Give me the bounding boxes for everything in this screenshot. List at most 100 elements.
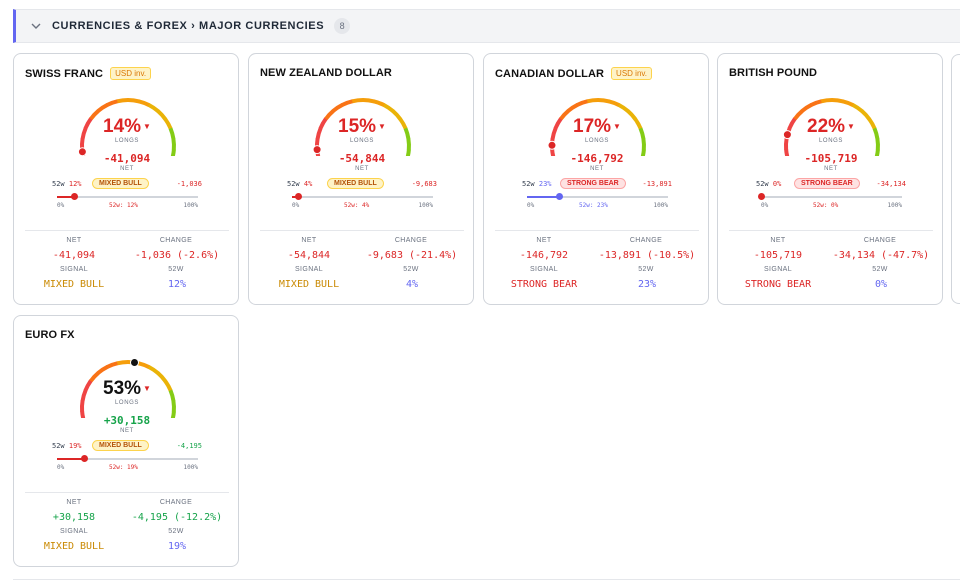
w52-track [57, 193, 198, 200]
chevron-down-icon[interactable] [30, 20, 42, 32]
stat-net-value: -105,719 [753, 250, 803, 261]
stat-net-label: NET [301, 237, 317, 244]
gauge-marker [312, 145, 322, 155]
card-divider [729, 230, 933, 231]
longs-label: LONGS [114, 138, 139, 144]
stat-signal-label: SIGNAL [529, 266, 559, 273]
stat-52w-value: 0% [874, 279, 888, 290]
stat-net-value: -41,094 [52, 250, 96, 261]
gauge-marker [782, 130, 792, 140]
stat-52w-label: 52W [168, 528, 184, 535]
stat-signal-label: SIGNAL [59, 528, 89, 535]
longs-percent: 22% ▼ [718, 116, 942, 138]
down-arrow-icon: ▼ [143, 122, 151, 132]
stat-52w-value: 12% [167, 279, 187, 290]
stat-signal-value: STRONG BEAR [744, 279, 812, 290]
w52-ticks: 0% 52w: 23% 100% [527, 202, 668, 210]
change-small: -34,134 [876, 180, 906, 188]
currency-card[interactable]: NEW ZEALAND DOLLAR 15% ▼ LONGS -54,844 NE… [248, 53, 474, 305]
stat-net-value: -54,844 [287, 250, 331, 261]
usd-inverse-badge: USD inv. [611, 67, 653, 80]
w52-ticks: 0% 52w: 12% 100% [57, 202, 198, 210]
stat-52w-label: 52W [638, 266, 654, 273]
tick-min: 0% [57, 464, 65, 471]
w52-marker [70, 193, 78, 200]
net-label: NET [824, 166, 838, 172]
change-small: -4,195 [176, 442, 202, 450]
currency-card[interactable]: EURO FX 53% ▼ LONGS +30,158 NET 52w 19% M… [13, 315, 239, 567]
w52-track [758, 193, 902, 200]
tick-min: 0% [527, 202, 535, 209]
currency-card[interactable]: CANADIAN DOLLAR USD inv. 17% ▼ LONGS -146… [483, 53, 709, 305]
stat-change-value: -34,134 (-47.7%) [832, 250, 930, 261]
longs-label: LONGS [114, 400, 139, 406]
longs-percent: 53% ▼ [14, 378, 238, 400]
range-row: 52w 12% MIXED BULL -1,036 [52, 178, 202, 190]
currency-name: NEW ZEALAND DOLLAR [260, 67, 392, 79]
w52-marker [758, 193, 765, 200]
tick-marker: 52w: 19% [109, 464, 138, 471]
card-divider [25, 230, 229, 231]
longs-percent-value: 53% [103, 378, 142, 399]
w52-marker [556, 193, 564, 200]
stat-52w-value: 19% [167, 541, 187, 552]
longs-gauge [782, 97, 880, 156]
net-value: -146,792 [570, 152, 624, 165]
w52-range-label: 52w 19% [52, 442, 82, 450]
tick-marker: 52w: 0% [813, 202, 839, 209]
stat-change-value: -1,036 (-2.6%) [134, 250, 220, 261]
stat-signal-value: MIXED BULL [43, 541, 105, 552]
stat-52w-label: 52W [168, 266, 184, 273]
tick-max: 100% [418, 202, 433, 209]
tick-marker: 52w: 23% [579, 202, 608, 209]
w52-marker [294, 193, 302, 200]
gauge-marker [77, 147, 87, 156]
signal-badge: MIXED BULL [92, 178, 149, 189]
stat-signal-value: STRONG BEAR [510, 279, 578, 290]
w52-track [57, 455, 198, 462]
net-label: NET [355, 166, 369, 172]
section-title: CURRENCIES & FOREX › MAJOR CURRENCIES [52, 20, 325, 32]
currency-name: SWISS FRANC [25, 67, 104, 80]
card-header: BRITISH POUND [729, 67, 817, 79]
stat-signal-value: MIXED BULL [278, 279, 340, 290]
w52-ticks: 0% 52w: 19% 100% [57, 464, 198, 472]
longs-percent-value: 15% [338, 116, 377, 137]
w52-fill [57, 458, 84, 460]
stat-signal-label: SIGNAL [294, 266, 324, 273]
stat-52w-label: 52W [872, 266, 888, 273]
down-arrow-icon: ▼ [143, 384, 151, 394]
card-header: EURO FX [25, 329, 75, 341]
stat-change-label: CHANGE [159, 499, 193, 506]
range-row: 52w 19% MIXED BULL -4,195 [52, 440, 202, 452]
stat-change-value: -4,195 (-12.2%) [131, 512, 223, 523]
w52-fill [57, 196, 74, 198]
currency-card[interactable]: BRITISH POUND 22% ▼ LONGS -105,719 NET 52… [717, 53, 943, 305]
card-divider [25, 492, 229, 493]
tick-min: 0% [292, 202, 300, 209]
w52-track [527, 193, 668, 200]
stat-net-value: -146,792 [519, 250, 569, 261]
tick-max: 100% [887, 202, 902, 209]
w52-marker [80, 455, 88, 462]
longs-percent-value: 22% [807, 116, 846, 137]
stat-signal-label: SIGNAL [763, 266, 793, 273]
longs-label: LONGS [584, 138, 609, 144]
stat-change-value: -9,683 (-21.4%) [366, 250, 458, 261]
signal-badge: MIXED BULL [92, 440, 149, 451]
currency-name: BRITISH POUND [729, 67, 818, 79]
down-arrow-icon: ▼ [613, 122, 621, 132]
gauge-marker [130, 358, 139, 367]
currency-name: CANADIAN DOLLAR [495, 67, 605, 80]
stat-signal-value: MIXED BULL [43, 279, 105, 290]
w52-track [292, 193, 433, 200]
longs-percent: 17% ▼ [484, 116, 708, 138]
stat-signal-label: SIGNAL [59, 266, 89, 273]
section-header[interactable]: CURRENCIES & FOREX › MAJOR CURRENCIES 8 [13, 9, 960, 43]
currency-card[interactable]: SWISS FRANC USD inv. 14% ▼ LONGS -41,094 … [13, 53, 239, 305]
stat-net-label: NET [66, 237, 82, 244]
net-label: NET [120, 428, 134, 434]
range-row: 52w 0% STRONG BEAR -34,134 [756, 178, 906, 190]
signal-badge: MIXED BULL [327, 178, 384, 189]
net-value: -105,719 [804, 152, 858, 165]
